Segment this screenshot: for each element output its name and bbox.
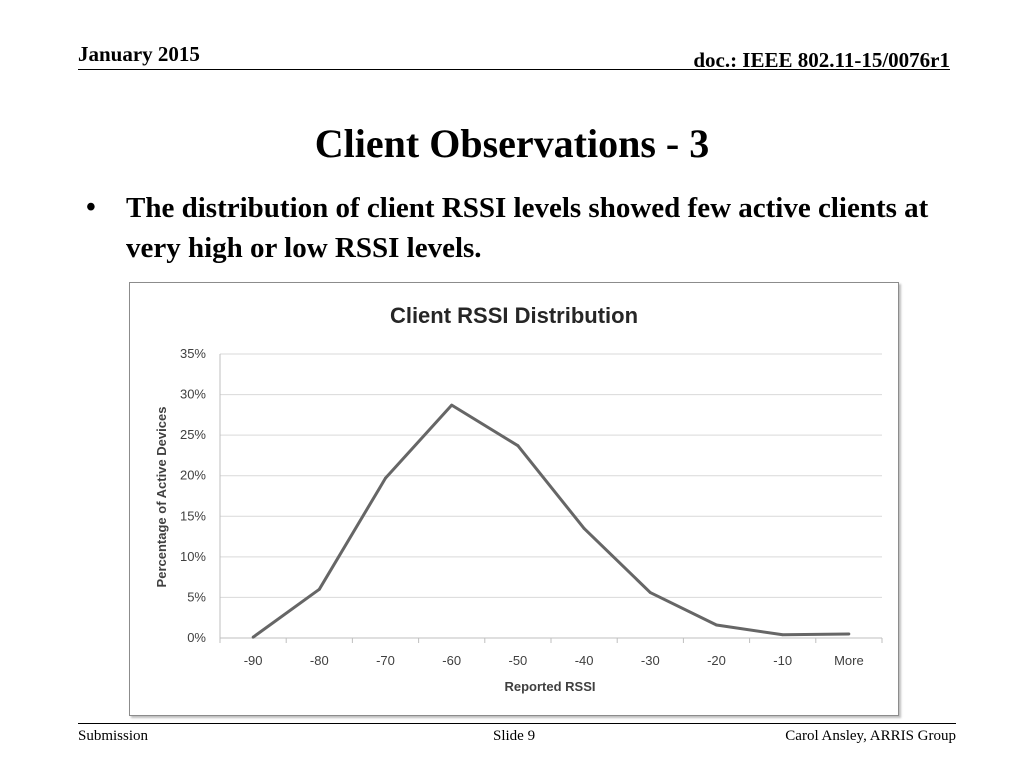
data-point: [582, 527, 586, 530]
data-point: [847, 632, 851, 636]
data-point: [317, 587, 321, 591]
bullet-marker: •: [86, 192, 96, 223]
y-tick-label: 5%: [187, 589, 206, 604]
chart-gridlines: [219, 353, 883, 643]
chart-series: [251, 403, 851, 639]
y-axis-ticks: 0% 5% 10% 15% 20% 25% 30% 35%: [180, 346, 206, 645]
y-axis-title: Percentage of Active Devices: [154, 407, 169, 588]
data-point: [715, 623, 718, 627]
footer-submission: Submission: [78, 728, 149, 744]
y-tick-label: 10%: [180, 549, 206, 564]
x-tick-label: -80: [310, 653, 329, 668]
x-tick-label: -90: [244, 653, 263, 668]
x-tick-label: -50: [509, 653, 528, 668]
header-doc-id: doc.: IEEE 802.11-15/0076r1: [693, 48, 950, 72]
data-point: [516, 444, 520, 448]
x-tick-label: -60: [442, 653, 461, 668]
x-tick-label: -20: [707, 653, 726, 668]
data-point: [251, 635, 255, 639]
data-point: [450, 403, 454, 407]
rssi-line-chart: 0% 5% 10% 15% 20% 25% 30% 35% -90 -80 -70 -60 -50 -4…: [154, 303, 883, 694]
y-tick-label: 30%: [180, 387, 206, 402]
x-tick-label: -30: [641, 653, 660, 668]
data-point: [384, 476, 387, 480]
data-point: [648, 591, 652, 594]
y-tick-label: 15%: [180, 508, 206, 523]
y-tick-label: 35%: [180, 346, 206, 361]
x-axis-ticks: -90 -80 -70 -60 -50 -40 -30 -20 -10 More: [244, 653, 864, 668]
x-tick-label: -70: [376, 653, 395, 668]
bullet-item: • The distribution of client RSSI levels…: [86, 188, 966, 268]
series-line: [252, 403, 849, 639]
x-tick-label: -40: [575, 653, 594, 668]
footer-author: Carol Ansley, ARRIS Group: [785, 728, 956, 744]
chart-title: Client RSSI Distribution: [390, 303, 638, 328]
chart-frame: 0% 5% 10% 15% 20% 25% 30% 35% -90 -80 -70 -60 -50 -4…: [129, 282, 899, 716]
y-tick-label: 25%: [180, 427, 206, 442]
data-point: [781, 633, 785, 637]
x-tick-label: More: [834, 653, 864, 668]
y-tick-label: 0%: [187, 630, 206, 645]
x-tick-label: -10: [773, 653, 792, 668]
slide-title: Client Observations - 3: [314, 121, 710, 166]
footer-slide-number: Slide 9: [493, 728, 536, 744]
x-axis-title: Reported RSSI: [504, 679, 595, 694]
header-date: January 2015: [78, 42, 200, 66]
header-divider: [78, 69, 950, 70]
footer-divider: [78, 723, 956, 724]
bullet-text: The distribution of client RSSI levels s…: [126, 192, 929, 264]
y-tick-label: 20%: [180, 468, 206, 483]
